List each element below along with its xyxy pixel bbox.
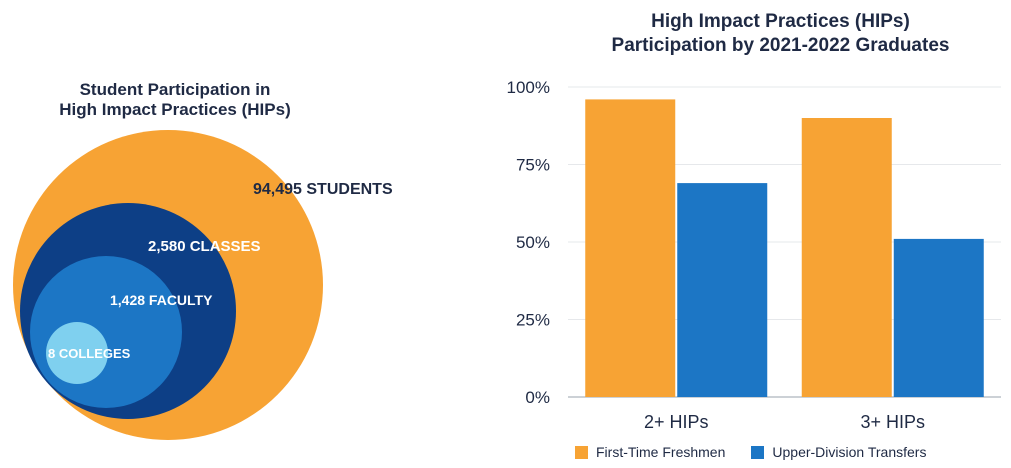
hip-graduates-bar-chart: High Impact Practices (HIPs) Participati…: [470, 0, 1011, 468]
faculty-label: 1,428 FACULTY: [110, 292, 213, 308]
y-tick-label: 50%: [516, 233, 550, 252]
bar-transfers-2: [893, 238, 984, 397]
bubble-chart-title-line2: High Impact Practices (HIPs): [59, 100, 291, 119]
legend-label-transfers: Upper-Division Transfers: [772, 444, 927, 460]
legend-label-freshmen: First-Time Freshmen: [596, 444, 726, 460]
y-tick-label: 0%: [525, 388, 550, 407]
x-tick-label: 2+ HIPs: [644, 412, 709, 432]
bubble-chart-title: Student Participation in High Impact Pra…: [10, 80, 340, 120]
legend-item-freshmen: First-Time Freshmen: [575, 444, 725, 460]
legend-item-transfers: Upper-Division Transfers: [751, 444, 926, 460]
chart-legend: First-Time Freshmen Upper-Division Trans…: [575, 444, 926, 460]
x-tick-label: 3+ HIPs: [860, 412, 925, 432]
hip-participation-bubble-chart: Student Participation in High Impact Pra…: [0, 0, 440, 468]
bubble-chart-title-line1: Student Participation in: [79, 80, 271, 99]
colleges-circle: [46, 322, 108, 384]
y-tick-label: 75%: [516, 156, 550, 175]
bar-freshmen-1: [585, 99, 676, 398]
classes-label: 2,580 CLASSES: [148, 238, 261, 255]
bar-freshmen-2: [801, 118, 892, 397]
colleges-label: 8 COLLEGES: [48, 346, 131, 361]
faculty-circle: [30, 256, 182, 408]
students-label: 94,495 STUDENTS: [253, 181, 393, 198]
bar-chart-plot: 0% 25% 50% 75% 100% 2+ HIPs 3+ HIPs: [507, 78, 1001, 432]
bar-transfers-1: [677, 183, 768, 397]
legend-swatch-freshmen: [575, 445, 588, 459]
bar-chart-title: High Impact Practices (HIPs) Participati…: [550, 10, 1011, 58]
y-tick-label: 25%: [516, 311, 550, 330]
nested-bubbles: 94,495 STUDENTS 2,580 CLASSES 1,428 FACU…: [13, 130, 393, 440]
bar-chart-title-line2: Participation by 2021-2022 Graduates: [611, 35, 950, 56]
bar-chart-title-line1: High Impact Practices (HIPs): [651, 11, 910, 32]
legend-swatch-transfers: [751, 445, 765, 459]
y-tick-label: 100%: [507, 78, 550, 97]
